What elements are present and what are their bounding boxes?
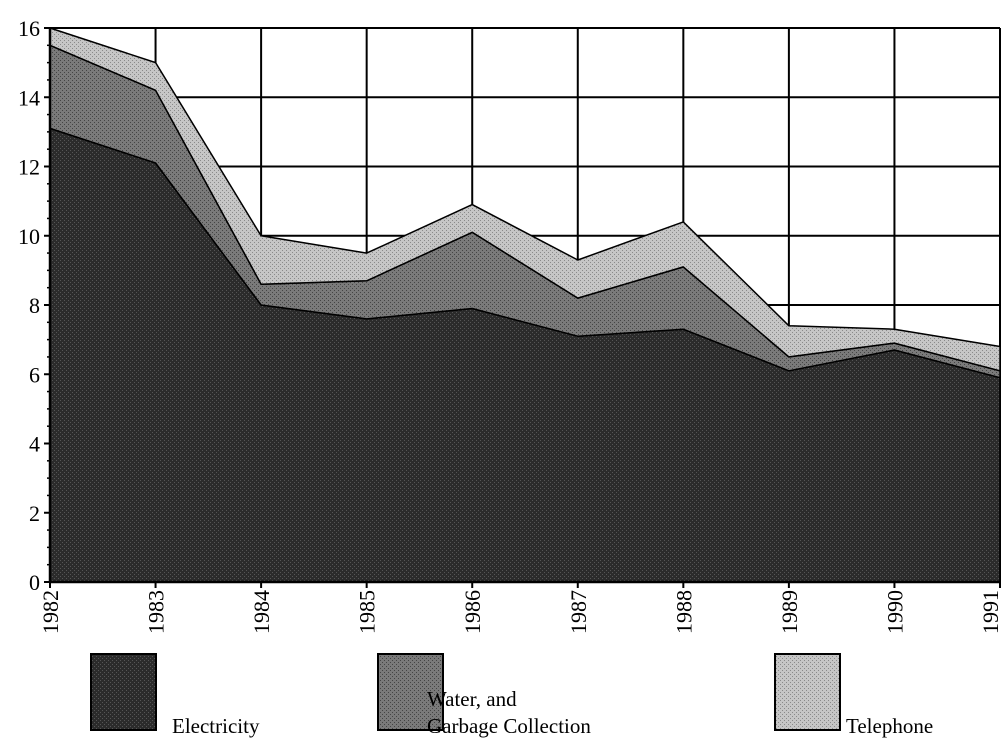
legend: Electricity Water, and Garbage Collection T… (90, 653, 933, 738)
y-tick-label: 6 (29, 362, 40, 387)
legend-label-telephone: Telephone (846, 714, 933, 738)
legend-label-water-garbage: Water, and (427, 687, 517, 711)
x-tick-label: 1987 (566, 590, 591, 634)
x-tick-label: 1983 (144, 590, 169, 634)
x-tick-label: 1988 (671, 590, 696, 634)
y-tick-label: 16 (18, 16, 40, 41)
x-tick-label: 1982 (38, 590, 63, 634)
legend-swatch-water-garbage (377, 653, 444, 731)
x-tick-label: 1986 (460, 590, 485, 634)
axes: 0 2 4 6 8 10 12 14 16 1982 1983 1984 1985 1986 1987 198… (18, 16, 1003, 634)
y-tick-label: 2 (29, 501, 40, 526)
y-tick-label: 8 (29, 293, 40, 318)
area-series (49, 27, 1001, 583)
legend-label-electricity: Electricity (172, 714, 260, 738)
legend-swatch-telephone (774, 653, 841, 731)
y-tick-label: 4 (29, 432, 40, 457)
x-tick-label: 1984 (249, 590, 274, 634)
legend-label-water-garbage: Garbage Collection (427, 714, 591, 738)
y-tick-label: 0 (29, 570, 40, 595)
x-tick-label: 1989 (777, 590, 802, 634)
y-tick-label: 14 (18, 85, 40, 110)
x-tick-label: 1991 (978, 590, 1003, 634)
y-tick-label: 10 (18, 224, 40, 249)
x-tick-label: 1990 (882, 590, 907, 634)
legend-swatch-electricity (90, 653, 157, 731)
area-telephone (49, 27, 1001, 372)
x-tick-label: 1985 (355, 590, 380, 634)
y-tick-label: 12 (18, 155, 40, 180)
